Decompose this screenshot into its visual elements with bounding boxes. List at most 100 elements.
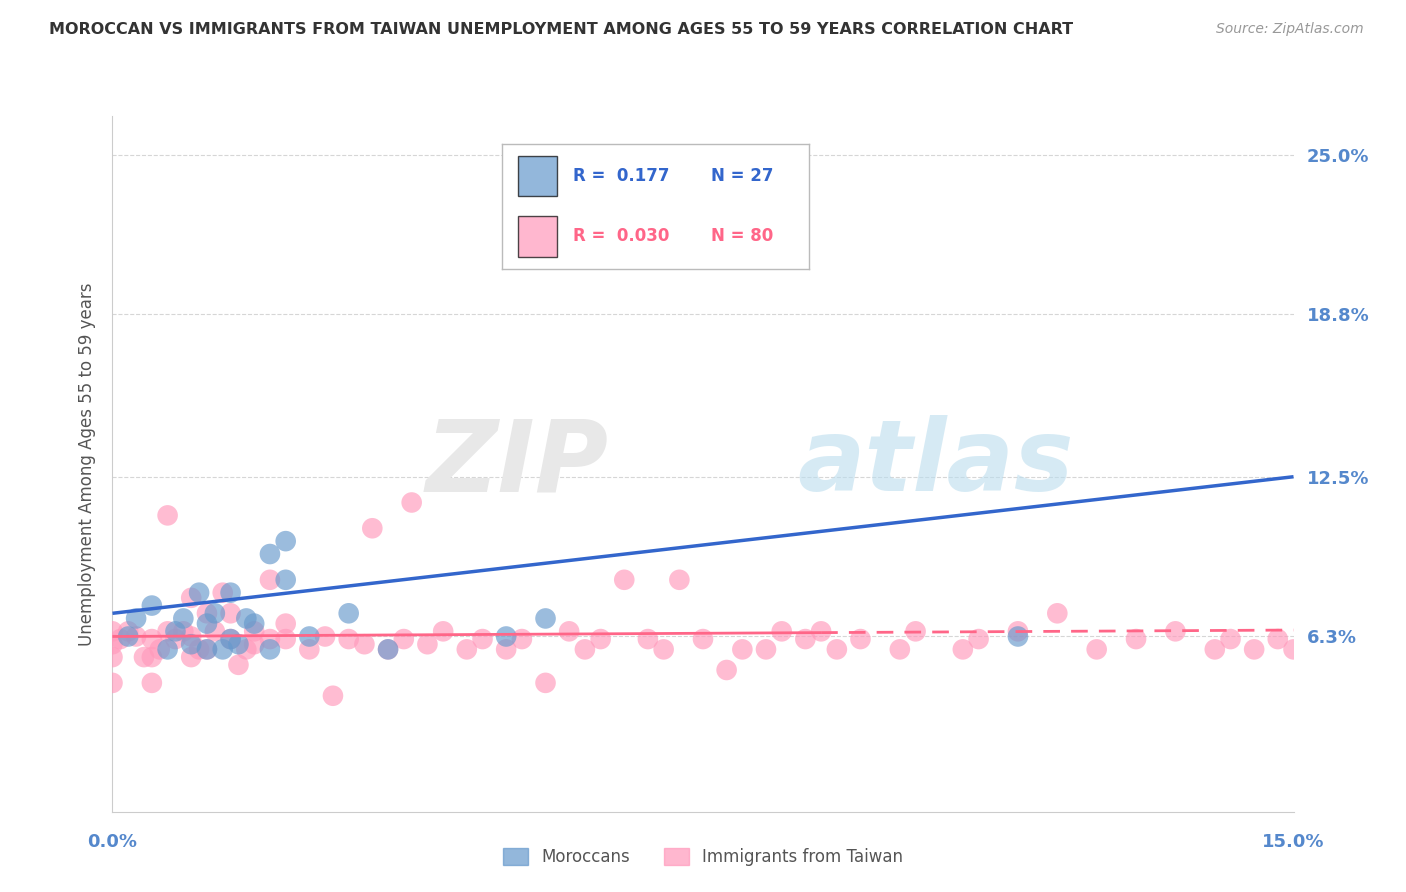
Text: 0.0%: 0.0% <box>87 832 138 851</box>
Legend: Moroccans, Immigrants from Taiwan: Moroccans, Immigrants from Taiwan <box>496 841 910 873</box>
Point <box>180 637 202 651</box>
Text: Source: ZipAtlas.com: Source: ZipAtlas.com <box>1216 22 1364 37</box>
Point <box>195 616 218 631</box>
Point <box>1267 632 1289 646</box>
Point <box>156 508 179 523</box>
Point <box>101 637 124 651</box>
Point <box>125 630 148 644</box>
Point <box>172 611 194 625</box>
Point <box>361 521 384 535</box>
Point <box>180 591 202 605</box>
Point <box>243 616 266 631</box>
Point <box>416 637 439 651</box>
Point <box>141 599 163 613</box>
Point <box>243 637 266 651</box>
Point <box>810 624 832 639</box>
Point <box>259 573 281 587</box>
Point <box>1085 642 1108 657</box>
Point <box>392 632 415 646</box>
Point <box>149 642 172 657</box>
Point <box>180 630 202 644</box>
Point <box>228 637 250 651</box>
Point <box>101 624 124 639</box>
Point <box>652 642 675 657</box>
Point <box>1243 642 1265 657</box>
Point <box>188 642 211 657</box>
Point <box>534 611 557 625</box>
Point <box>510 632 533 646</box>
Point <box>156 624 179 639</box>
Point <box>558 624 581 639</box>
Point <box>195 642 218 657</box>
Point <box>101 676 124 690</box>
Point <box>1007 630 1029 644</box>
Point <box>692 632 714 646</box>
Point <box>172 624 194 639</box>
Point <box>132 650 155 665</box>
Point <box>377 642 399 657</box>
Point <box>1046 607 1069 621</box>
Point <box>211 642 233 657</box>
Point <box>731 642 754 657</box>
Point <box>165 632 187 646</box>
Point <box>589 632 612 646</box>
Point <box>495 642 517 657</box>
Point <box>952 642 974 657</box>
Point <box>432 624 454 639</box>
Point <box>967 632 990 646</box>
Point <box>195 642 218 657</box>
Point <box>534 676 557 690</box>
Point <box>1204 642 1226 657</box>
Point <box>1007 624 1029 639</box>
Point <box>204 607 226 621</box>
Point <box>889 642 911 657</box>
Point <box>298 642 321 657</box>
Point <box>101 650 124 665</box>
Point <box>125 611 148 625</box>
Point <box>141 632 163 646</box>
Point <box>353 637 375 651</box>
Point <box>141 650 163 665</box>
Text: 15.0%: 15.0% <box>1263 832 1324 851</box>
Point <box>204 624 226 639</box>
Point <box>235 611 257 625</box>
Point <box>195 607 218 621</box>
Point <box>219 585 242 599</box>
Point <box>180 650 202 665</box>
Point <box>401 495 423 509</box>
Text: atlas: atlas <box>797 416 1074 512</box>
Point <box>188 585 211 599</box>
Point <box>337 607 360 621</box>
Point <box>211 585 233 599</box>
Point <box>1282 642 1305 657</box>
Point <box>755 642 778 657</box>
Point <box>235 642 257 657</box>
Point <box>637 632 659 646</box>
Point <box>668 573 690 587</box>
Point <box>259 547 281 561</box>
Point <box>243 624 266 639</box>
Point <box>377 642 399 657</box>
Point <box>716 663 738 677</box>
Text: ZIP: ZIP <box>426 416 609 512</box>
Y-axis label: Unemployment Among Ages 55 to 59 years: Unemployment Among Ages 55 to 59 years <box>77 282 96 646</box>
Point <box>219 632 242 646</box>
Point <box>110 632 132 646</box>
Point <box>574 642 596 657</box>
Point <box>274 573 297 587</box>
Point <box>904 624 927 639</box>
Point <box>471 632 494 646</box>
Point <box>770 624 793 639</box>
Point <box>141 676 163 690</box>
Point <box>259 642 281 657</box>
Point <box>314 630 336 644</box>
Point <box>613 573 636 587</box>
Point <box>337 632 360 646</box>
Point <box>117 624 139 639</box>
Point <box>165 624 187 639</box>
Point <box>274 616 297 631</box>
Point <box>219 632 242 646</box>
Point <box>117 630 139 644</box>
Point <box>274 632 297 646</box>
Point <box>219 607 242 621</box>
